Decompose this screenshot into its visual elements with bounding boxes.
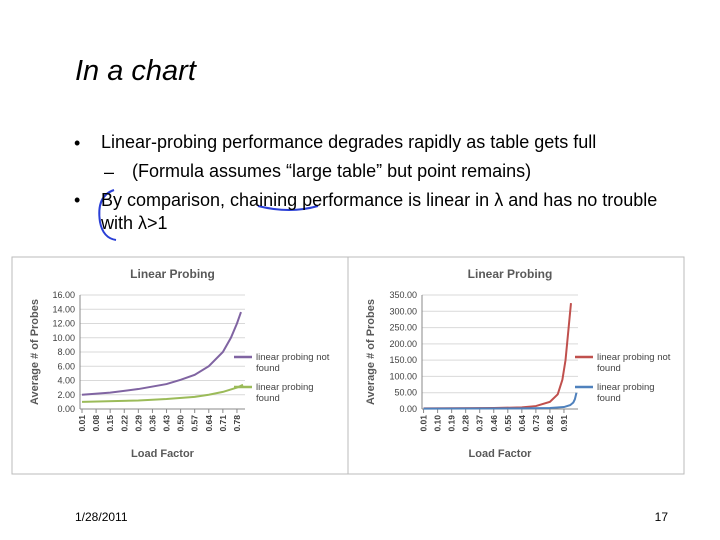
y-tick-label: 0.00 (57, 404, 75, 414)
x-tick-label: 0.22 (119, 415, 129, 432)
x-tick-label: 0.08 (91, 415, 101, 432)
x-tick-label: 0.78 (232, 415, 242, 432)
x-tick-label: 0.82 (545, 415, 555, 432)
chart-title: Linear Probing (468, 267, 553, 281)
y-tick-label: 0.00 (399, 404, 417, 414)
y-tick-label: 10.00 (52, 333, 75, 343)
chart-frame (347, 256, 685, 475)
footer-date: 1/28/2011 (75, 510, 128, 524)
handwritten-underline (257, 205, 319, 211)
x-axis-title: Load Factor (131, 448, 195, 460)
x-tick-label: 0.73 (531, 415, 541, 432)
x-tick-label: 0.64 (204, 415, 214, 432)
y-tick-label: 14.00 (52, 304, 75, 314)
x-tick-label: 0.50 (176, 415, 186, 432)
legend-label: linear probing found (256, 382, 314, 404)
x-tick-label: 0.55 (503, 415, 513, 432)
x-tick-label: 0.36 (147, 415, 157, 432)
x-tick-label: 0.37 (475, 415, 485, 432)
legend-label: linear probing not found (597, 352, 671, 374)
series-line (423, 392, 578, 410)
x-tick-label: 0.46 (489, 415, 499, 432)
y-axis-title: Average # of Probes (29, 299, 41, 405)
sub-bullet: (Formula assumes “large table” but point… (132, 161, 532, 181)
x-tick-label: 0.28 (461, 415, 471, 432)
chart-frame (11, 256, 349, 475)
x-axis-title: Load Factor (469, 448, 533, 460)
bullet: Linear-probing performance degrades rapi… (101, 132, 597, 152)
x-tick-label: 0.19 (447, 415, 457, 432)
y-tick-label: 12.00 (52, 319, 75, 329)
x-tick-label: 0.57 (190, 415, 200, 432)
y-tick-label: 250.00 (389, 323, 417, 333)
x-tick-label: 0.29 (133, 415, 143, 432)
x-tick-label: 0.43 (162, 415, 172, 432)
y-tick-label: 200.00 (389, 339, 417, 349)
series-line (81, 311, 242, 396)
bullet-dot: • (74, 190, 80, 210)
chart-title: Linear Probing (130, 267, 215, 281)
y-tick-label: 6.00 (57, 361, 75, 371)
bullet-dot: • (74, 133, 80, 153)
y-tick-label: 2.00 (57, 390, 75, 400)
series-line (81, 383, 244, 403)
bullet: By comparison, chaining performance is l… (101, 190, 658, 233)
legend-label: linear probing not found (256, 352, 330, 374)
y-tick-label: 100.00 (389, 371, 417, 381)
y-tick-label: 350.00 (389, 290, 417, 300)
x-tick-label: 0.91 (559, 415, 569, 432)
y-axis-title: Average # of Probes (365, 299, 377, 405)
y-tick-label: 8.00 (57, 347, 75, 357)
y-tick-label: 150.00 (389, 355, 417, 365)
legend-label: linear probing found (597, 382, 655, 404)
dash: – (104, 162, 114, 182)
y-tick-label: 300.00 (389, 306, 417, 316)
y-tick-label: 50.00 (394, 388, 417, 398)
x-tick-label: 0.71 (218, 415, 228, 432)
slide-title: In a chart (75, 55, 198, 87)
y-tick-label: 4.00 (57, 376, 75, 386)
page-number: 17 (655, 510, 669, 524)
y-tick-label: 16.00 (52, 290, 75, 300)
x-tick-label: 0.15 (105, 415, 115, 432)
x-tick-label: 0.01 (419, 415, 429, 432)
x-tick-label: 0.10 (433, 415, 443, 432)
handwritten-mark (98, 189, 117, 241)
x-tick-label: 0.64 (517, 415, 527, 432)
x-tick-label: 0.01 (77, 415, 87, 432)
